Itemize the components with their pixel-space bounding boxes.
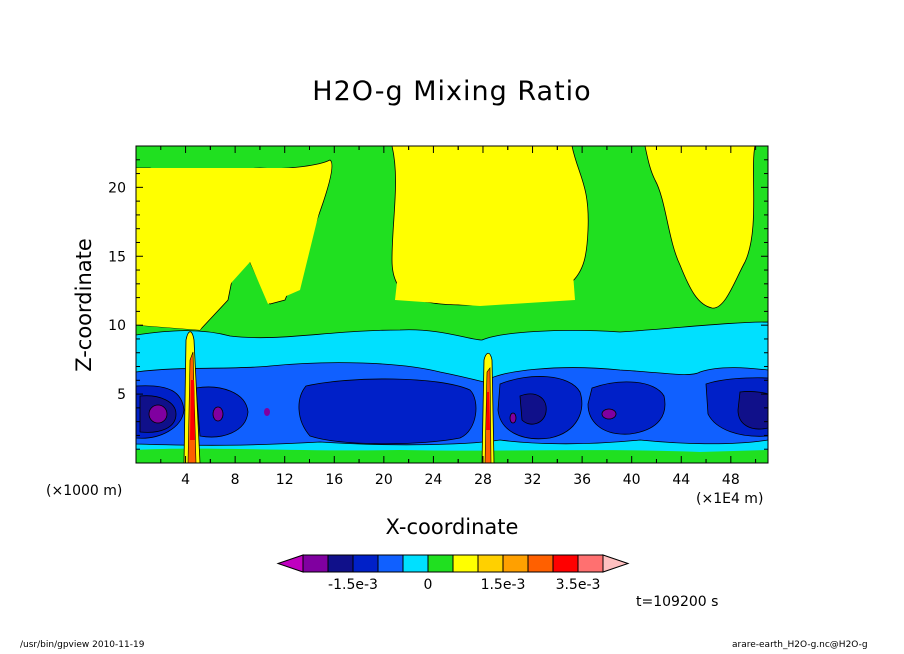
colorbar: -1.5e-3 0 1.5e-3 3.5e-3 — [276, 554, 630, 593]
colorbar-label: -1.5e-3 — [328, 577, 378, 593]
footer-left-text: /usr/bin/gpview 2010-11-19 — [20, 640, 145, 650]
colorbar-swatch — [402, 554, 429, 573]
chart-title: H2O-g Mixing Ratio — [312, 76, 592, 107]
contour-band-darkblue — [587, 381, 666, 435]
contour-band-navy — [519, 393, 547, 425]
colorbar-end-right — [602, 554, 630, 573]
colorbar-swatch — [302, 554, 329, 573]
x-unit-label: (×1E4 m) — [696, 491, 764, 507]
colorbar-label: 3.5e-3 — [556, 577, 601, 593]
z-unit-label: (×1000 m) — [46, 483, 123, 499]
y-tick-label: 20 — [108, 180, 126, 196]
x-tick-label: 16 — [325, 472, 343, 488]
y-tick-label: 10 — [108, 318, 126, 334]
x-tick-label: 20 — [375, 472, 393, 488]
contour-column-red — [486, 392, 490, 430]
colorbar-end-left — [276, 554, 304, 573]
y-axis-label: Z-coordinate — [72, 238, 96, 372]
colorbar-swatch — [502, 554, 529, 573]
contour-band-darkblue — [298, 378, 477, 445]
x-tick-label: 48 — [722, 472, 740, 488]
x-tick-label: 32 — [524, 472, 542, 488]
contour-band-purple — [212, 406, 224, 422]
colorbar-swatch — [452, 554, 479, 573]
colorbar-label: 1.5e-3 — [481, 577, 526, 593]
x-tick-label: 44 — [672, 472, 690, 488]
contour-field — [136, 146, 768, 463]
x-axis-label: X-coordinate — [385, 515, 519, 539]
footer-right-text: arare-earth_H2O-g.nc@H2O-g — [732, 640, 868, 650]
colorbar-swatch — [377, 554, 404, 573]
y-tick-label: 15 — [108, 249, 126, 265]
colorbar-swatch — [327, 554, 354, 573]
contour-band-purple — [601, 408, 617, 420]
time-annotation: t=109200 s — [636, 594, 719, 610]
contour-column-red — [190, 380, 195, 440]
plot-frame — [135, 145, 769, 464]
contour-band-navy — [737, 391, 768, 430]
contour-band-yellow — [644, 146, 756, 309]
x-tick-label: 36 — [573, 472, 591, 488]
x-tick-label: 24 — [424, 472, 442, 488]
x-tick-label: 28 — [474, 472, 492, 488]
colorbar-swatch — [427, 554, 454, 573]
colorbar-swatch — [552, 554, 579, 573]
colorbar-label: 0 — [424, 577, 433, 593]
contour-band-purple — [264, 408, 270, 416]
x-tick-label: 12 — [276, 472, 294, 488]
contour-band-purple — [148, 404, 168, 424]
contour-band-yellow — [395, 165, 575, 306]
x-tick-label: 40 — [623, 472, 641, 488]
colorbar-swatch — [477, 554, 504, 573]
contour-band-yellow — [136, 168, 330, 330]
colorbar-swatch — [352, 554, 379, 573]
colorbar-swatch — [577, 554, 604, 573]
contour-band-purple — [509, 412, 517, 424]
contour-band-green — [136, 448, 768, 463]
x-tick-label: 8 — [231, 472, 240, 488]
x-tick-label: 4 — [181, 472, 190, 488]
colorbar-swatch — [527, 554, 554, 573]
y-tick-label: 5 — [117, 387, 126, 403]
